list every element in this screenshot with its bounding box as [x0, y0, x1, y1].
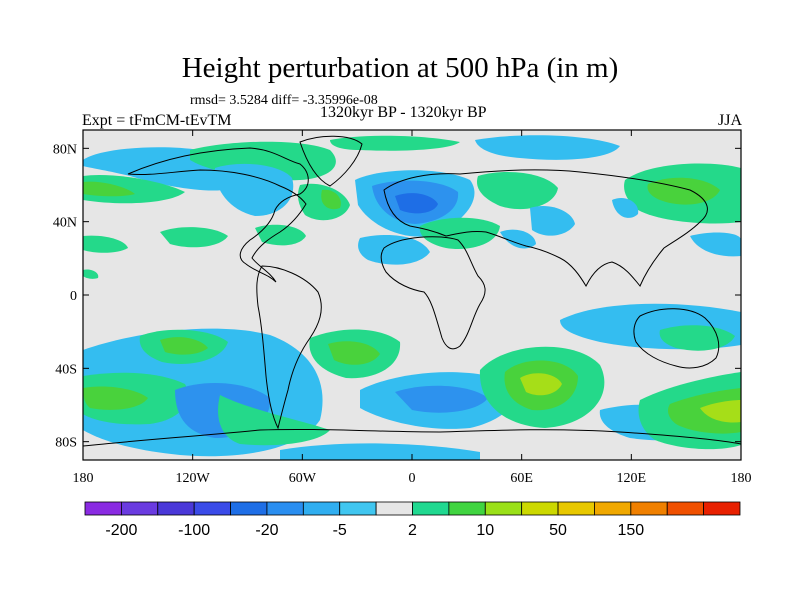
colorbar-swatch-10: [448, 501, 486, 516]
colorbar-swatch-17: [703, 501, 741, 516]
africa-coast: [380, 236, 486, 350]
eurasia-coast: [383, 169, 708, 288]
colorbar-swatch-13: [557, 501, 595, 516]
contour-blue-arctic-siberia: [475, 135, 620, 160]
colorbar-swatch-3: [193, 501, 231, 516]
contour-green-w-pacific-edge: [83, 235, 128, 253]
coastlines: [83, 135, 741, 447]
colorbar-swatch-0: [84, 501, 122, 516]
colorbar-swatch-8: [375, 501, 413, 516]
lon-tick-label-6: 180: [731, 471, 752, 486]
lon-tick-label-5: 120E: [617, 471, 647, 486]
experiment-label: Expt = tFmCM-tEvTM: [82, 112, 232, 129]
colorbar-swatch-12: [521, 501, 559, 516]
colorbar-swatch-9: [412, 501, 450, 516]
contour-bright-n-atlantic: [321, 189, 341, 210]
colorbar-swatch-2: [157, 501, 195, 516]
contour-green-russia: [476, 172, 558, 210]
colorbar-swatch-4: [230, 501, 268, 516]
contour-green-greenland: [330, 135, 460, 151]
colorbar-label-3: -5: [333, 522, 347, 539]
contour-bright-s-atlantic: [328, 341, 380, 365]
contour-yellowgreen-tasman: [700, 400, 741, 423]
contour-blue-central-asia: [530, 205, 575, 236]
lat-tick-label-2: 0: [70, 289, 77, 304]
lon-tick-label-4: 60E: [510, 471, 533, 486]
colorbar-label-4: 2: [408, 522, 417, 539]
lon-tick-label-3: 0: [409, 471, 416, 486]
contour-blue-nw-pacific: [690, 232, 741, 257]
contour-bright-sc-pacific: [160, 337, 208, 355]
contour-medium-s-atlantic: [395, 385, 488, 413]
south-america-coast: [256, 265, 322, 430]
contour-green-drake: [218, 395, 330, 446]
lat-tick-label-1: 40N: [53, 216, 77, 231]
colorbar-label-0: -200: [105, 522, 137, 539]
contour-green-small: [83, 269, 99, 279]
colorbar-swatch-11: [484, 501, 523, 516]
map-title: Height perturbation at 500 hPa (in m): [181, 52, 619, 84]
lat-tick-label-0: 80N: [53, 142, 77, 157]
colorbar-label-6: 50: [549, 522, 567, 539]
north-america-coast: [127, 147, 309, 283]
contour-yellowgreen-s-indian: [520, 373, 562, 396]
colorbar-label-7: 150: [617, 522, 644, 539]
colorbar-swatch-7: [339, 501, 377, 516]
colorbar-swatch-15: [630, 501, 668, 516]
colorbar-swatch-6: [302, 501, 341, 516]
longitude-axis: 180 120W 60W 0 60E 120E 180: [73, 130, 752, 486]
lat-tick-label-3: 40S: [55, 362, 77, 377]
colorbar-swatch-16: [666, 501, 705, 516]
period-label: 1320kyr BP - 1320kyr BP: [320, 104, 487, 121]
lon-tick-label-0: 180: [73, 471, 94, 486]
season-label: JJA: [717, 112, 742, 129]
contour-field: [83, 130, 741, 460]
colorbar-swatch-1: [120, 501, 159, 516]
contour-green-w-australia: [659, 325, 735, 351]
colorbar-swatch-5: [266, 501, 304, 516]
contour-dark-europe: [395, 193, 438, 214]
colorbar-label-1: -100: [178, 522, 210, 539]
lat-tick-label-4: 80S: [55, 436, 77, 451]
antarctica-coast: [83, 428, 741, 447]
colorbar-swatch-14: [594, 501, 632, 516]
colorbar: -200 -100 -20 -5 2 10 50 150: [84, 501, 741, 539]
contour-blue-arabia: [500, 229, 536, 249]
stats-text: rmsd= 3.5284 diff= -3.35996e-08: [190, 93, 378, 108]
contour-green-ne-pacific: [160, 227, 228, 248]
contour-blue-n-africa: [358, 234, 430, 265]
lon-tick-label-1: 120W: [176, 471, 211, 486]
contour-blue-mongolia: [612, 197, 639, 218]
lon-tick-label-2: 60W: [289, 471, 317, 486]
contour-bright-n-pacific: [83, 181, 135, 197]
colorbar-label-2: -20: [255, 522, 278, 539]
greenland-coast: [299, 135, 363, 187]
australia-coast: [633, 308, 720, 369]
contour-blue-antarctic: [280, 443, 480, 460]
contour-bright-s-pacific: [83, 386, 148, 410]
colorbar-label-5: 10: [476, 522, 494, 539]
latitude-axis: 80N 40N 0 40S 80S: [53, 142, 741, 451]
contour-blue-n-america: [214, 163, 294, 216]
